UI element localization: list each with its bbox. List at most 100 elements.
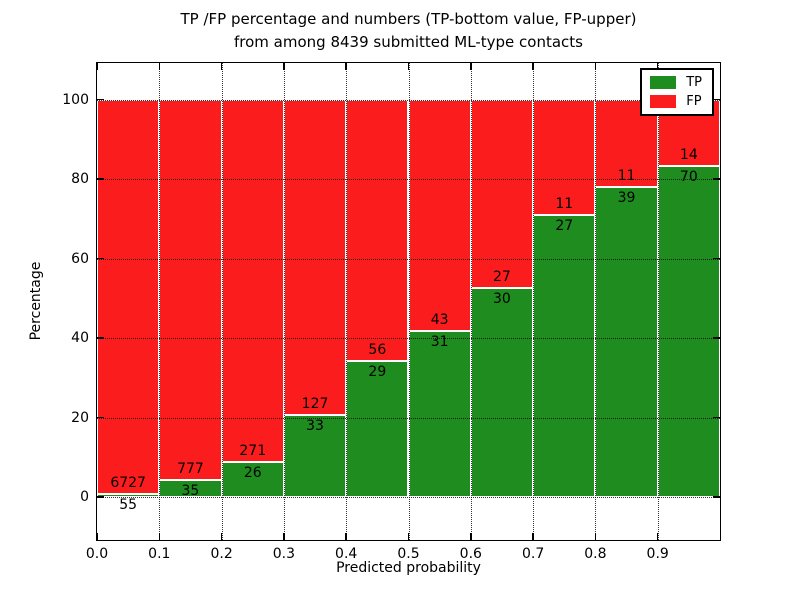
- bar-fp-count-label: 271: [239, 443, 267, 460]
- bar-tp-count-label: 33: [306, 418, 324, 435]
- y-tick-left: [97, 337, 104, 339]
- gridline-x: [657, 63, 659, 540]
- legend-tp-label: TP: [686, 75, 702, 90]
- y-tick-right: [713, 496, 720, 498]
- bar-tp-count-label: 55: [119, 496, 138, 513]
- bar-fp-count-label: 127: [301, 396, 329, 413]
- x-tick-top: [656, 63, 659, 70]
- x-tick-bottom: [594, 533, 597, 540]
- x-tick-top: [345, 63, 347, 70]
- gridline-x: [408, 63, 410, 540]
- bar-fp-count-label: 14: [679, 146, 698, 163]
- bar-tp-segment: [470, 287, 534, 498]
- x-tick-bottom: [470, 533, 472, 540]
- x-tick-label: 0.2: [210, 546, 233, 562]
- gridline-x: [283, 63, 285, 540]
- bar-fp-count-label: 11: [617, 168, 636, 185]
- chart-title-line2: from among 8439 submitted ML-type contac…: [234, 32, 583, 51]
- gridline-x: [346, 63, 348, 540]
- y-tick-label: 60: [71, 250, 89, 267]
- y-tick-left: [97, 416, 104, 419]
- x-tick-top: [594, 63, 597, 70]
- bar-fp-segment: [533, 99, 596, 215]
- bar-tp-count-label: 27: [555, 217, 574, 234]
- bar-fp-count-label: 11: [555, 195, 574, 212]
- x-tick-bottom: [158, 533, 161, 540]
- legend-fp-label: FP: [686, 94, 702, 109]
- bar-tp-segment: [408, 330, 471, 498]
- x-tick-bottom: [656, 533, 659, 540]
- bar-fp-segment: [97, 99, 160, 494]
- gridline-x: [221, 63, 223, 540]
- x-tick-bottom: [96, 533, 98, 540]
- y-tick-right: [713, 416, 720, 419]
- x-tick-bottom: [283, 533, 285, 540]
- bar-tp-segment: [533, 214, 596, 498]
- y-tick-right: [713, 337, 720, 339]
- bar-fp-segment: [346, 99, 409, 362]
- x-tick-label: 0.0: [85, 546, 109, 562]
- bar-tp-segment: [657, 165, 720, 498]
- y-tick-label: 40: [71, 330, 89, 347]
- bar-tp-segment: [283, 415, 347, 498]
- x-tick-label: 0.6: [459, 546, 482, 562]
- x-tick-top: [407, 63, 410, 70]
- y-tick-label: 0: [80, 489, 89, 506]
- x-tick-label: 0.3: [272, 546, 296, 562]
- x-tick-top: [96, 63, 98, 70]
- bar-tp-segment: [97, 493, 160, 498]
- gridline-x: [470, 63, 472, 540]
- bar-fp-segment: [470, 99, 534, 288]
- bar-fp-segment: [408, 99, 471, 331]
- x-tick-label: 0.9: [646, 546, 669, 562]
- y-tick-label: 80: [71, 171, 89, 188]
- legend-fp-swatch: [650, 95, 677, 108]
- x-axis-label: Predicted probability: [336, 560, 481, 576]
- x-tick-bottom: [345, 533, 347, 540]
- y-axis-label: Percentage: [28, 261, 44, 341]
- x-tick-top: [283, 63, 285, 70]
- y-tick-left: [97, 178, 104, 180]
- legend-tp-swatch: [650, 76, 677, 89]
- plot-area: TP FP 6727 55 777 35 271 26 127 33 56 29 43 31 27 30 1…: [62, 62, 721, 562]
- bar-tp-count-label: 31: [430, 333, 449, 350]
- x-tick-top: [470, 63, 472, 70]
- y-tick-right: [713, 98, 720, 101]
- y-tick-left: [97, 98, 104, 101]
- x-tick-label: 0.1: [148, 546, 171, 562]
- y-tick-right: [713, 178, 720, 180]
- gridline-x: [595, 63, 597, 540]
- legend-entry-tp: TP: [650, 76, 702, 89]
- bar-fp-count-label: 777: [177, 460, 204, 477]
- y-tick-right: [713, 257, 720, 260]
- bar-tp-count-label: 30: [493, 290, 511, 307]
- x-tick-top: [220, 63, 223, 70]
- chart-title: TP /FP percentage and numbers (TP-bottom…: [96, 8, 721, 53]
- bar-fp-count-label: 6727: [110, 474, 146, 491]
- bar-fp-segment: [221, 99, 284, 463]
- legend-entry-fp: FP: [650, 95, 702, 108]
- chart-title-line1: TP /FP percentage and numbers (TP-bottom…: [180, 10, 637, 28]
- bar-tp-segment: [346, 361, 409, 498]
- x-tick-label: 0.4: [335, 546, 358, 562]
- bar-tp-count-label: 26: [243, 465, 262, 482]
- y-tick-label: 100: [62, 91, 89, 108]
- gridline-x: [159, 63, 161, 540]
- y-tick-left: [97, 496, 104, 498]
- bar-tp-count-label: 39: [617, 190, 636, 207]
- bar-tp-segment: [221, 462, 284, 498]
- x-tick-label: 0.7: [521, 546, 545, 562]
- x-tick-label: 0.8: [584, 546, 607, 562]
- bar-fp-count-label: 27: [493, 268, 511, 285]
- bar-tp-segment: [595, 187, 658, 498]
- y-tick-left: [97, 257, 104, 260]
- bar-fp-count-label: 43: [430, 311, 449, 328]
- x-tick-bottom: [220, 533, 223, 540]
- x-tick-top: [532, 63, 534, 70]
- gridline-x: [533, 63, 535, 540]
- bar-tp-count-label: 70: [679, 168, 698, 185]
- bar-tp-count-label: 35: [181, 482, 200, 499]
- bar-fp-segment: [159, 99, 222, 480]
- y-tick-label: 20: [71, 409, 89, 426]
